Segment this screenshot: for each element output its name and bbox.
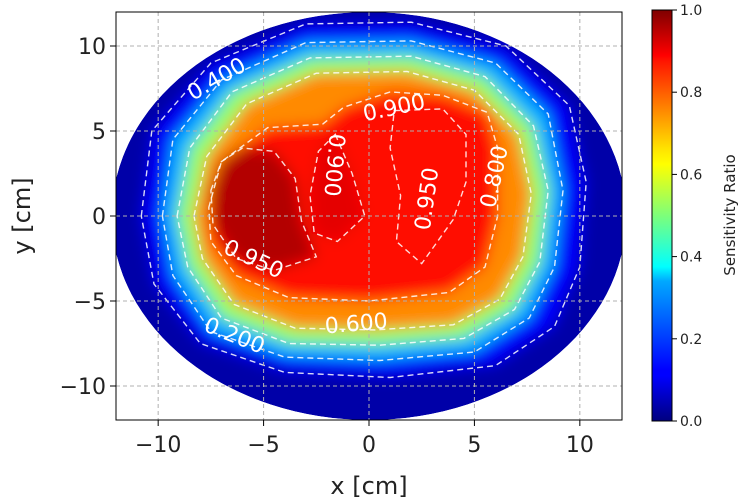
contour-line <box>210 147 318 272</box>
heatmap-bands <box>141 22 587 378</box>
colorbar-gradient <box>652 10 672 421</box>
contour-line <box>140 21 587 379</box>
y-axis-ticks: −10 −5 0 5 10 <box>60 35 116 400</box>
colorbar-tick-label: 0.2 <box>680 332 702 348</box>
x-axis-label: x [cm] <box>330 472 407 500</box>
contour-line <box>193 70 533 331</box>
colorbar: 0.0 0.2 0.4 0.6 0.8 1.0 Sensitivity Ratio <box>651 3 739 430</box>
y-tick-label: 5 <box>92 120 106 145</box>
x-tick-label: −5 <box>247 433 279 458</box>
x-tick-label: 5 <box>467 433 481 458</box>
colorbar-tick-label: 0.6 <box>680 167 702 183</box>
y-tick-label: −10 <box>60 375 106 400</box>
y-tick-label: 0 <box>92 205 106 230</box>
x-tick-label: 10 <box>566 433 594 458</box>
colorbar-tick-label: 0.8 <box>680 85 702 101</box>
colorbar-tick-label: 0.0 <box>680 414 702 430</box>
x-axis-ticks: −10 −5 0 5 10 <box>135 420 594 458</box>
contour-line <box>389 108 467 265</box>
contour-label: 0.600 <box>324 309 389 339</box>
heatmap-band <box>310 134 365 242</box>
x-tick-label: 0 <box>362 433 376 458</box>
colorbar-label: Sensitivity Ratio <box>721 154 739 275</box>
colorbar-frame <box>651 9 673 422</box>
contour-label: 0.900 <box>318 133 348 198</box>
x-tick-label: −10 <box>135 433 181 458</box>
contour-line <box>176 55 549 346</box>
colorbar-tick-label: 0.4 <box>680 250 702 266</box>
colorbar-tick-label: 1.0 <box>680 3 702 19</box>
contour-line <box>309 133 366 243</box>
y-tick-label: −5 <box>74 290 106 315</box>
y-tick-label: 10 <box>78 35 106 60</box>
contour-line <box>208 91 499 302</box>
y-axis-label: y [cm] <box>8 177 36 254</box>
grid <box>116 12 622 420</box>
colorbar-ticks: 0.0 0.2 0.4 0.6 0.8 1.0 <box>672 3 702 430</box>
